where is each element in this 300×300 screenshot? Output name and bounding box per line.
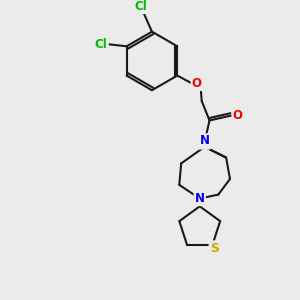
Text: N: N: [200, 134, 210, 148]
Text: N: N: [200, 135, 210, 148]
Text: N: N: [195, 192, 205, 205]
Text: Cl: Cl: [135, 0, 148, 13]
Text: S: S: [210, 242, 219, 255]
Text: Cl: Cl: [95, 38, 108, 51]
Text: O: O: [192, 77, 202, 90]
Text: O: O: [233, 109, 243, 122]
